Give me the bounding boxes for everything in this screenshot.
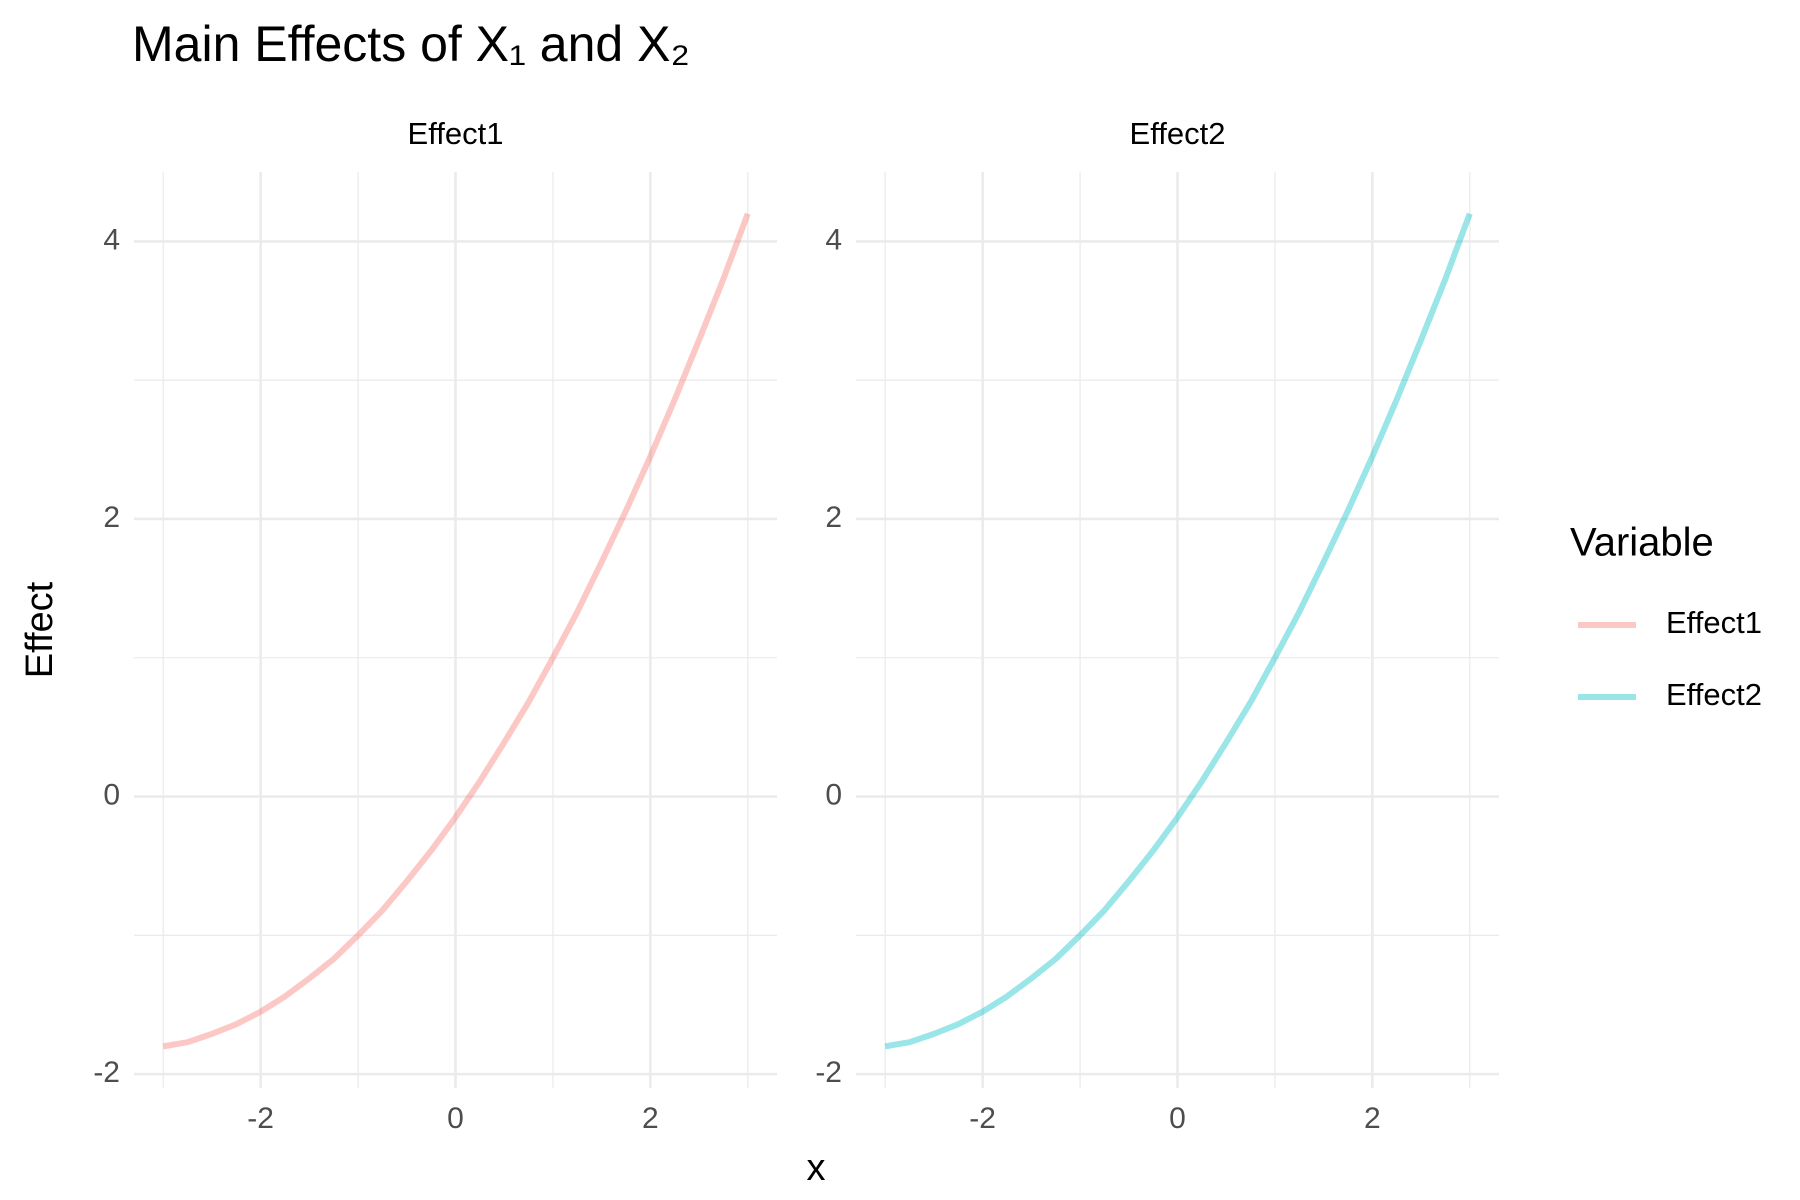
legend-label: Effect2 <box>1666 677 1762 712</box>
facet-title: Effect1 <box>408 116 504 151</box>
x-tick-label: -2 <box>247 1102 274 1135</box>
legend-label: Effect1 <box>1666 605 1762 640</box>
legend-title: Variable <box>1570 521 1714 565</box>
x-tick-label: 0 <box>447 1102 464 1135</box>
y-axis-title: Effect <box>19 581 61 678</box>
y-tick-label: 2 <box>825 501 842 534</box>
x-tick-label: 2 <box>1364 1102 1381 1135</box>
y-tick-label: 2 <box>103 501 120 534</box>
x-tick-label: -2 <box>969 1102 996 1135</box>
line <box>884 212 1473 1050</box>
x-axis-title: x <box>807 1147 826 1189</box>
y-tick-label: 0 <box>825 778 842 811</box>
y-tick-label: 0 <box>103 778 120 811</box>
y-tick-label: 4 <box>825 223 842 256</box>
facet-title: Effect2 <box>1130 116 1226 151</box>
line <box>162 212 751 1050</box>
y-tick-label: -2 <box>93 1056 120 1089</box>
y-tick-label: -2 <box>815 1056 842 1089</box>
chart-title: Main Effects of X₁ and X₂ <box>132 16 690 72</box>
x-tick-label: 2 <box>642 1102 659 1135</box>
x-tick-label: 0 <box>1169 1102 1186 1135</box>
y-tick-label: 4 <box>103 223 120 256</box>
